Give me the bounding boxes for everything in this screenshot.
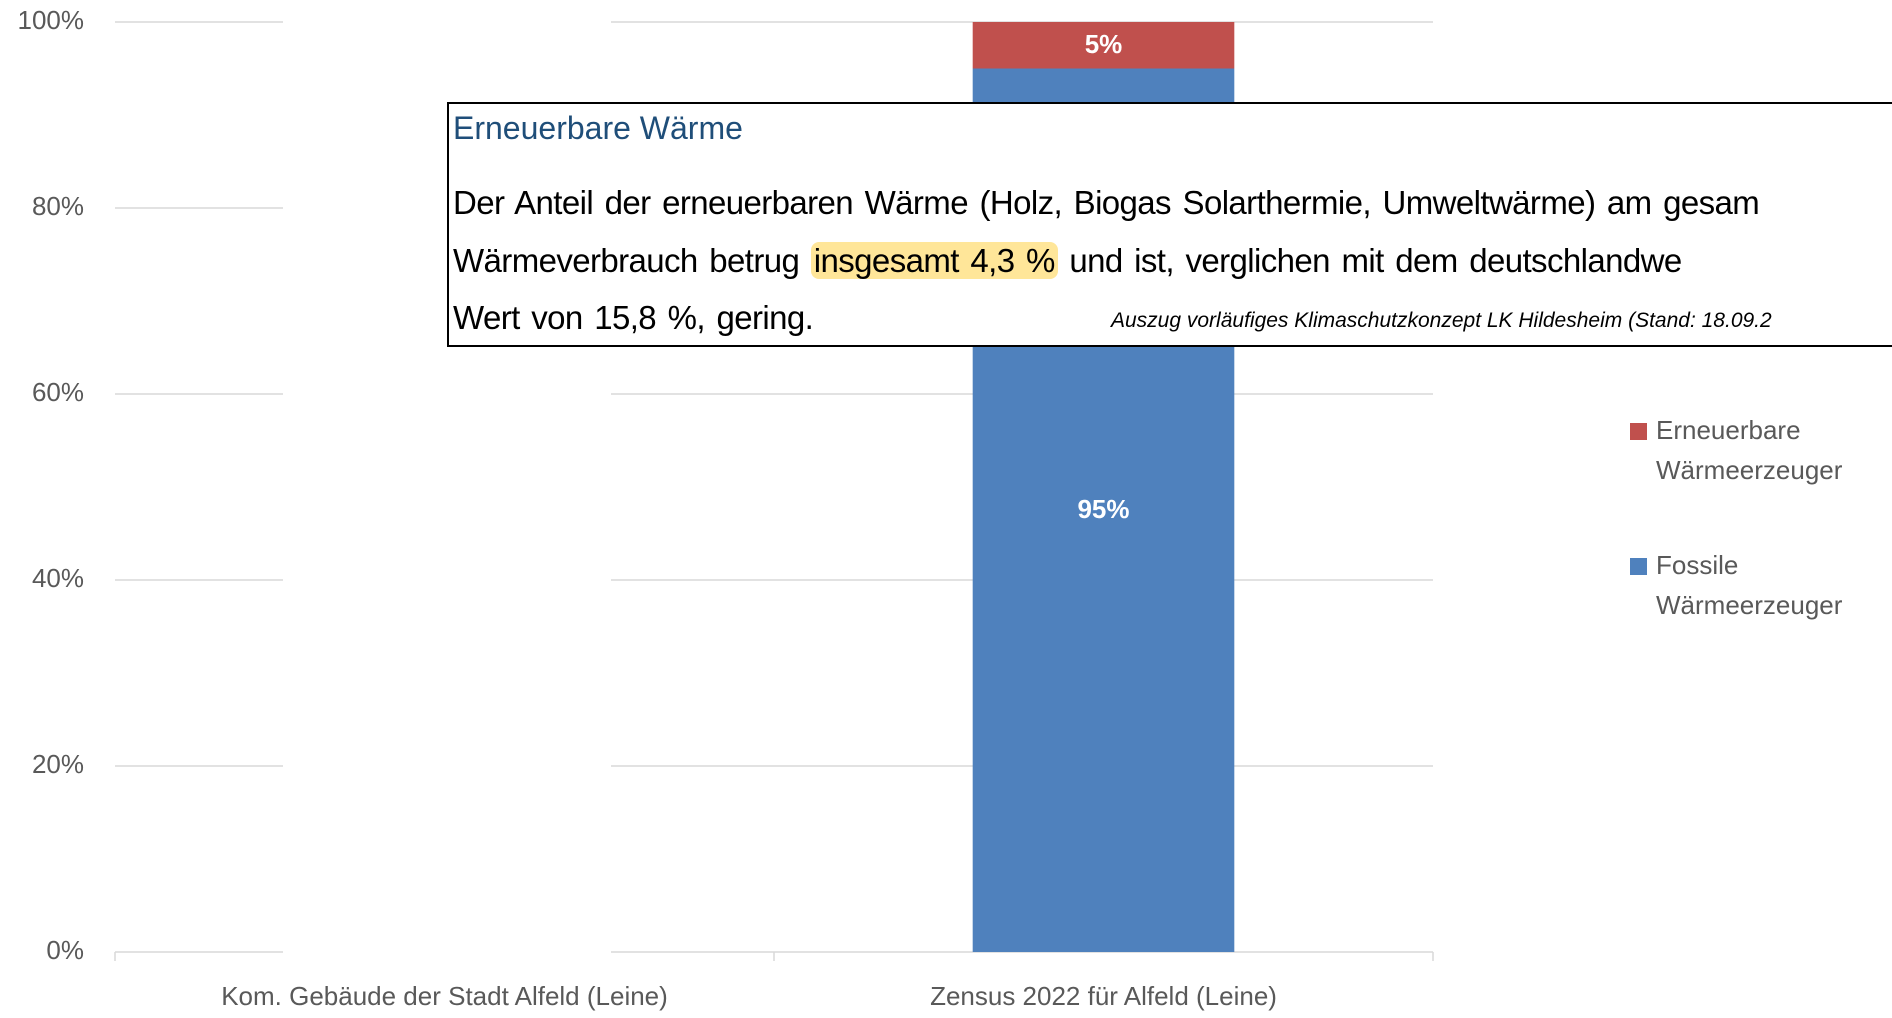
annotation-source: Auszug vorläufiges Klimaschutzkonzept LK… xyxy=(1111,309,1772,332)
x-tick-label: Kom. Gebäude der Stadt Alfeld (Leine) xyxy=(221,981,668,1011)
annotation-box: Erneuerbare Wärme Der Anteil der erneuer… xyxy=(447,102,1892,347)
y-tick-label: 60% xyxy=(32,377,84,407)
annotation-text: und ist, verglichen mit dem deutschlandw… xyxy=(1069,242,1682,279)
y-tick-label: 80% xyxy=(32,191,84,221)
y-tick-label: 20% xyxy=(32,749,84,779)
legend-label: Fossile Wärmeerzeuger xyxy=(1656,550,1843,620)
legend-swatch xyxy=(1630,423,1647,440)
annotation-highlight: insgesamt 4,3 % xyxy=(810,242,1058,279)
annotation-line: Wert von 15,8 %, gering. xyxy=(453,299,814,336)
legend-swatch xyxy=(1630,558,1647,575)
annotation-title: Erneuerbare Wärme xyxy=(453,110,743,146)
legend-label: Erneuerbare Wärmeerzeuger xyxy=(1656,415,1843,485)
annotation-line: Wärmeverbrauch betrug insgesamt 4,3 % un… xyxy=(453,242,1682,280)
annotation-text: Wärmeverbrauch betrug xyxy=(453,242,800,279)
data-label: 5% xyxy=(1085,29,1123,59)
annotation-line: Der Anteil der erneuerbaren Wärme (Holz,… xyxy=(453,184,1760,221)
y-tick-label: 100% xyxy=(18,5,85,35)
y-tick-label: 40% xyxy=(32,563,84,593)
data-label: 95% xyxy=(1077,494,1129,524)
bar-segment xyxy=(972,22,1235,69)
x-tick-label: Zensus 2022 für Alfeld (Leine) xyxy=(930,981,1277,1011)
y-tick-label: 0% xyxy=(46,935,84,965)
